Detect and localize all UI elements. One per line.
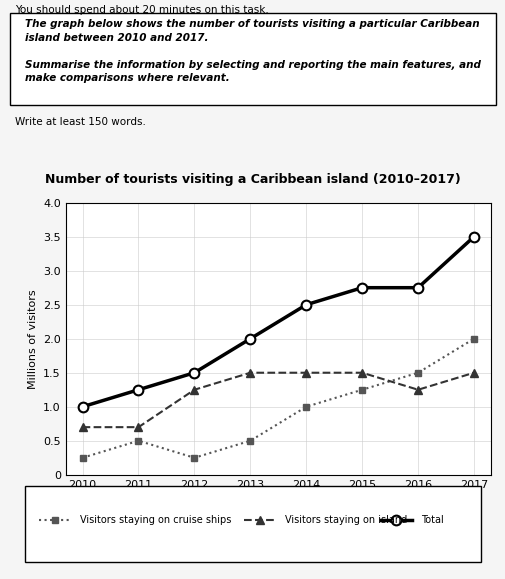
FancyBboxPatch shape xyxy=(10,13,495,105)
Text: Visitors staying on cruise ships: Visitors staying on cruise ships xyxy=(80,515,231,525)
Text: Total: Total xyxy=(421,515,443,525)
Y-axis label: Millions of visitors: Millions of visitors xyxy=(28,289,37,389)
Text: Write at least 150 words.: Write at least 150 words. xyxy=(15,117,146,127)
FancyBboxPatch shape xyxy=(25,486,480,562)
Text: You should spend about 20 minutes on this task.: You should spend about 20 minutes on thi… xyxy=(15,5,268,15)
Text: Summarise the information by selecting and reporting the main features, and
make: Summarise the information by selecting a… xyxy=(25,60,480,83)
Text: The graph below shows the number of tourists visiting a particular Caribbean
isl: The graph below shows the number of tour… xyxy=(25,20,479,43)
Text: Visitors staying on island: Visitors staying on island xyxy=(284,515,407,525)
Text: Number of tourists visiting a Caribbean island (2010–2017): Number of tourists visiting a Caribbean … xyxy=(45,173,460,186)
